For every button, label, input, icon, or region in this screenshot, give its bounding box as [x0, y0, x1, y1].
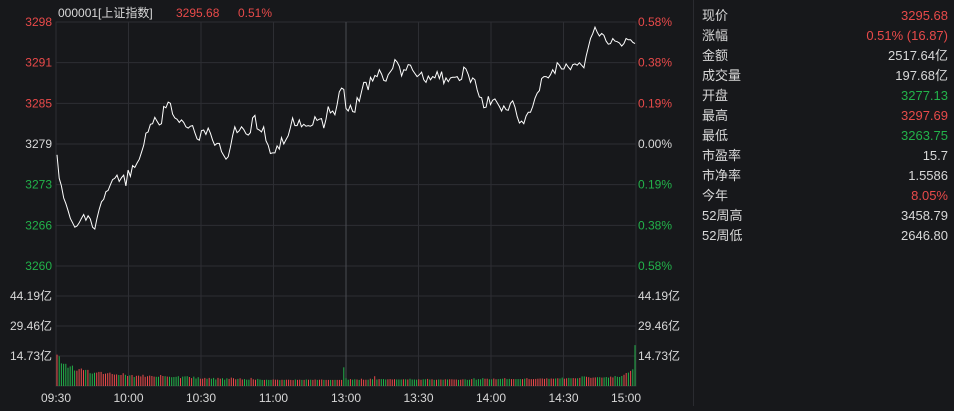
volume-axis: 44.19亿 44.19亿 29.46亿 29.46亿 14.73亿 14.73亿	[10, 288, 680, 363]
stat-row: 最低 3263.75	[702, 126, 948, 146]
price-line	[56, 25, 636, 231]
stat-label: 涨幅	[702, 28, 729, 43]
time-tick-label: 09:30	[41, 391, 71, 405]
time-tick-label: 10:00	[113, 391, 143, 405]
volume-tick-label-right: 14.73亿	[638, 348, 680, 363]
right-tick-label: 0.58%	[638, 259, 672, 273]
volume-tick-label-left: 29.46亿	[10, 318, 52, 333]
stat-value: 3297.69	[901, 108, 948, 123]
left-tick-label: 3266	[25, 218, 52, 232]
quote-panel: 现价 3295.68 涨幅 0.51% (16.87) 金额 2517.64亿成交量 197…	[693, 0, 954, 406]
stat-label: 52周高	[702, 208, 743, 223]
stat-value: 8.05%	[911, 188, 948, 203]
stat-row: 市净率 1.5586	[702, 166, 948, 186]
right-tick-label: 0.38%	[638, 218, 672, 232]
stat-value: 15.7	[922, 148, 948, 163]
stat-row: 52周低 2646.80	[702, 226, 948, 246]
stat-label: 金额	[702, 48, 729, 63]
left-tick-label: 3291	[25, 56, 52, 70]
stat-row: 成交量 197.68亿	[702, 66, 948, 86]
stat-label: 52周低	[702, 228, 743, 243]
stat-value: 1.5586	[908, 168, 948, 183]
chart-canvas: 000001[上证指数] 3295.68 0.51% 3298329132853…	[10, 5, 680, 405]
volume-tick-label-right: 44.19亿	[638, 288, 680, 303]
time-tick-label: 15:00	[611, 391, 641, 405]
time-tick-label: 13:00	[331, 391, 361, 405]
left-tick-label: 3298	[25, 15, 52, 29]
stat-row: 市盈率 15.7	[702, 146, 948, 166]
chart-title-code: 000001[上证指数]	[58, 5, 153, 20]
stat-label: 市盈率	[702, 148, 742, 163]
stat-label: 市净率	[702, 168, 742, 183]
stat-label: 今年	[702, 188, 729, 203]
stat-value: 2517.64亿	[888, 48, 948, 63]
right-tick-label: 0.00%	[638, 137, 672, 151]
stat-row: 现价 3295.68	[702, 6, 948, 26]
stat-value: 2646.80	[901, 228, 948, 243]
stat-value: 0.51% (16.87)	[866, 28, 948, 43]
stat-label: 开盘	[702, 88, 729, 103]
left-tick-label: 3279	[25, 137, 52, 151]
stat-row: 今年 8.05%	[702, 186, 948, 206]
price-axis-left: 3298 3291 3285 3279 3273 3266 3260	[25, 15, 52, 273]
time-tick-label: 14:00	[476, 391, 506, 405]
stat-value: 3277.13	[901, 88, 948, 103]
stat-value: 197.68亿	[895, 68, 948, 83]
chart-title-change: 0.51%	[238, 6, 272, 20]
right-tick-label: 0.38%	[638, 56, 672, 70]
time-tick-label: 10:30	[186, 391, 216, 405]
volume-tick-label-left: 44.19亿	[10, 288, 52, 303]
stat-row: 开盘 3277.13	[702, 86, 948, 106]
time-tick-label: 13:30	[403, 391, 433, 405]
time-tick-label: 11:00	[259, 391, 288, 405]
stat-label: 成交量	[702, 68, 742, 83]
right-tick-label: 0.58%	[638, 15, 672, 29]
left-tick-label: 3285	[25, 96, 52, 110]
stat-row: 金额 2517.64亿	[702, 46, 948, 66]
intraday-chart: 000001[上证指数] 3295.68 0.51% 3298 3291 3285 3…	[10, 5, 680, 405]
stat-row: 52周高 3458.79	[702, 206, 948, 226]
stat-value: 3458.79	[901, 208, 948, 223]
stat-row: 最高 3297.69	[702, 106, 948, 126]
right-tick-label: 0.19%	[638, 96, 672, 110]
left-tick-label: 3273	[25, 178, 52, 192]
stat-value: 3263.75	[901, 128, 948, 143]
pct-axis-right: 0.58% 0.38% 0.19% 0.00% 0.19% 0.38% 0.58%	[638, 15, 672, 273]
stat-label: 最高	[702, 108, 729, 123]
stat-label: 现价	[702, 8, 729, 23]
chart-title-price: 3295.68	[176, 6, 220, 20]
grid	[55, 21, 637, 387]
time-axis: 09:30 10:00 10:30 11:00 13:00 13:30 14:00 14:30…	[41, 391, 641, 405]
left-tick-label: 3260	[25, 259, 52, 273]
stat-label: 最低	[702, 128, 729, 143]
volume-tick-label-right: 29.46亿	[638, 318, 680, 333]
stat-row: 涨幅 0.51% (16.87)	[702, 26, 948, 46]
volume-bars	[56, 345, 636, 386]
volume-tick-label-left: 14.73亿	[10, 348, 52, 363]
time-tick-label: 14:30	[548, 391, 578, 405]
stat-value: 3295.68	[901, 8, 948, 23]
right-tick-label: 0.19%	[638, 178, 672, 192]
